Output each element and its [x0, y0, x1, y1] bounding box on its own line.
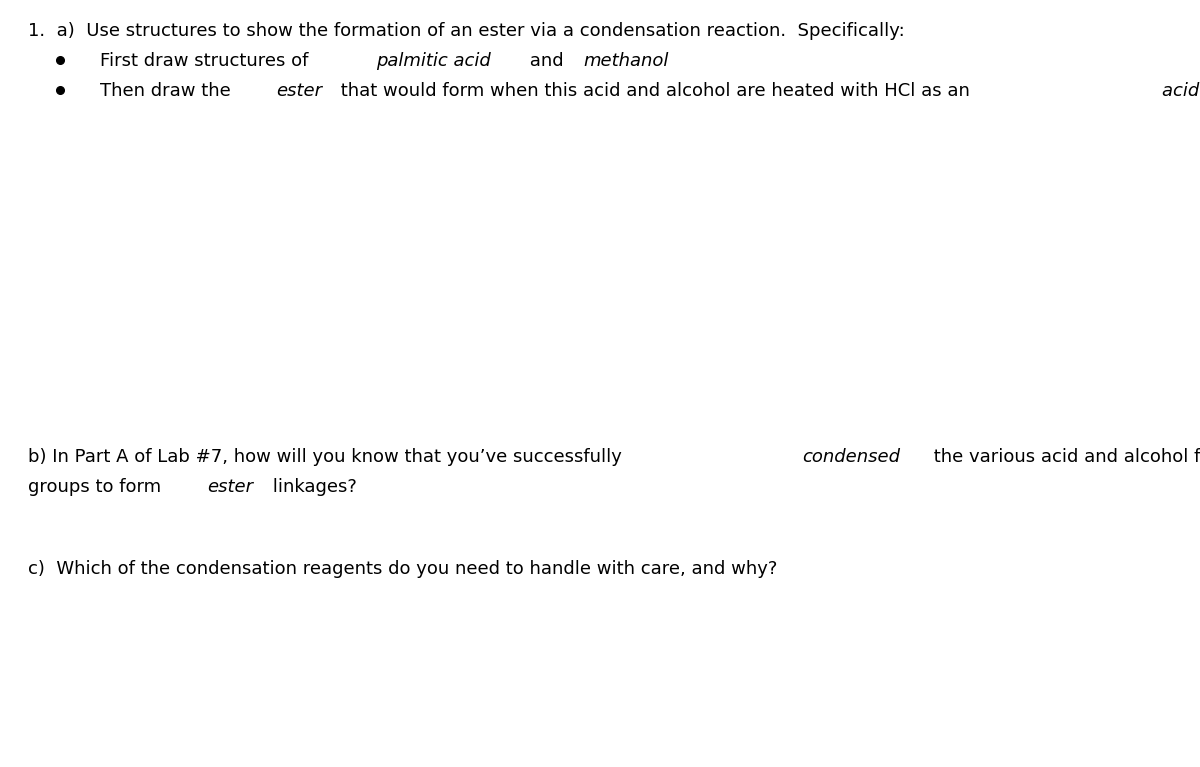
- Text: groups to form: groups to form: [28, 478, 167, 496]
- Text: condensed: condensed: [802, 448, 900, 466]
- Text: c)  Which of the condensation reagents do you need to handle with care, and why?: c) Which of the condensation reagents do…: [28, 560, 778, 578]
- Text: the various acid and alcohol functional: the various acid and alcohol functional: [928, 448, 1200, 466]
- Text: Then draw the: Then draw the: [100, 82, 236, 100]
- Text: ester: ester: [208, 478, 253, 496]
- Text: 1.  a)  Use structures to show the formation of an ester via a condensation reac: 1. a) Use structures to show the formati…: [28, 22, 905, 40]
- Text: b) In Part A of Lab #7, how will you know that you’ve successfully: b) In Part A of Lab #7, how will you kno…: [28, 448, 628, 466]
- Text: First draw structures of: First draw structures of: [100, 52, 314, 70]
- Text: palmitic acid: palmitic acid: [377, 52, 491, 70]
- Text: that would form when this acid and alcohol are heated with HCl as an: that would form when this acid and alcoh…: [336, 82, 976, 100]
- Text: and: and: [524, 52, 570, 70]
- Text: linkages?: linkages?: [266, 478, 356, 496]
- Text: ester: ester: [276, 82, 322, 100]
- Text: methanol: methanol: [583, 52, 668, 70]
- Text: acid catalyst.: acid catalyst.: [1162, 82, 1200, 100]
